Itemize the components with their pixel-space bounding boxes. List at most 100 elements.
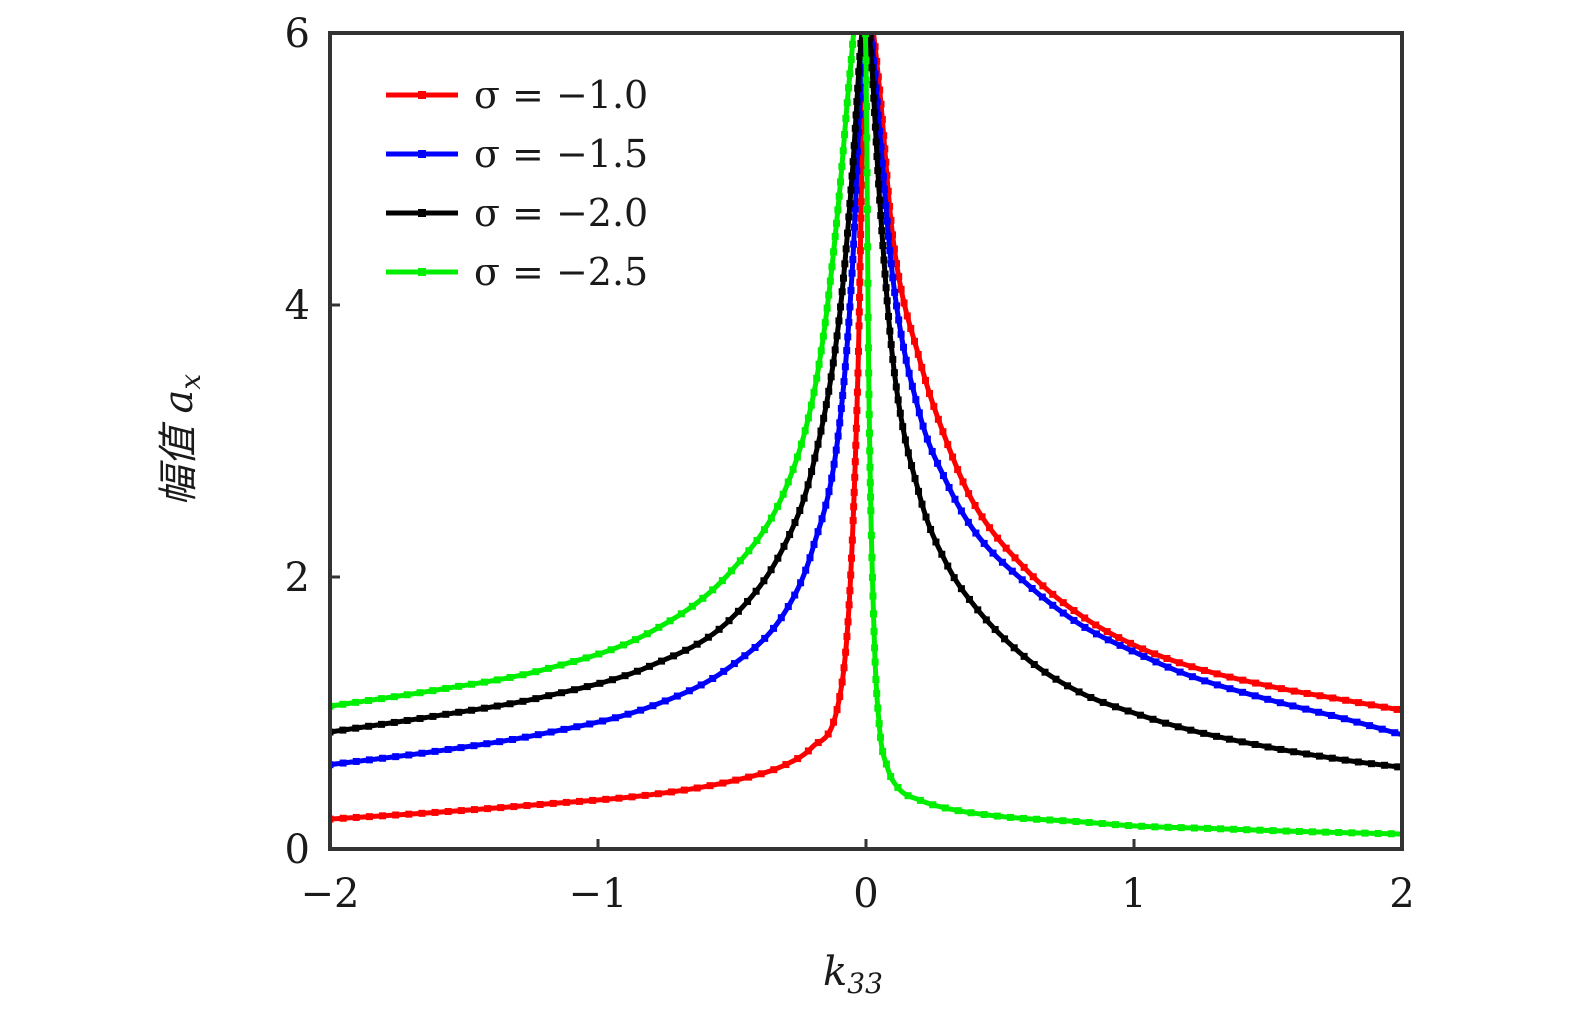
series-marker [365, 813, 373, 821]
series-marker [1112, 703, 1120, 711]
series-marker [1213, 681, 1221, 689]
series-marker [845, 318, 853, 326]
series-marker [1177, 824, 1185, 832]
series-marker [855, 322, 863, 330]
series-marker [822, 401, 830, 409]
series-marker [1011, 554, 1019, 562]
series-marker [1265, 682, 1273, 690]
series-marker [667, 788, 675, 796]
series-marker [1277, 685, 1285, 693]
series-marker [851, 124, 859, 132]
series-marker [745, 773, 753, 781]
series-marker [864, 279, 872, 287]
series-marker [682, 646, 690, 654]
series-marker [818, 515, 826, 523]
series-marker [418, 749, 426, 757]
series-marker [873, 98, 881, 106]
series-marker [965, 595, 973, 603]
series-marker [480, 704, 488, 712]
series-marker [826, 277, 834, 285]
series-marker [972, 529, 980, 537]
series-marker [876, 733, 884, 741]
series-marker [730, 660, 738, 668]
series-marker [964, 518, 972, 526]
series-marker [1075, 688, 1083, 696]
series-marker [861, 16, 868, 23]
series-marker [509, 735, 517, 743]
series-marker [854, 148, 862, 156]
series-marker [852, 12, 859, 19]
series-marker [837, 303, 845, 311]
series-marker [457, 744, 465, 752]
series-marker [868, 14, 875, 21]
series-marker [862, 76, 870, 84]
series-marker [801, 427, 809, 435]
series-marker [863, 134, 871, 142]
series-marker [416, 689, 424, 697]
series-marker [727, 567, 735, 575]
series-marker [837, 178, 845, 186]
series-marker [838, 163, 846, 171]
series-marker [1282, 827, 1290, 835]
series-marker [1302, 705, 1310, 713]
series-marker [493, 702, 501, 710]
series-marker [352, 724, 360, 732]
series-marker [841, 260, 849, 268]
series-marker [833, 706, 841, 714]
series-marker [872, 138, 880, 146]
series-marker [649, 702, 657, 710]
series-marker [978, 513, 986, 521]
legend-marker [418, 91, 426, 99]
series-marker [1028, 584, 1036, 592]
series-marker [643, 630, 651, 638]
series-marker [880, 132, 888, 140]
series-marker [709, 586, 717, 594]
series-marker [811, 454, 819, 462]
series-marker [886, 327, 894, 335]
series-marker [1049, 601, 1057, 609]
series-marker [570, 658, 578, 666]
series-marker [562, 798, 570, 806]
series-marker [866, 447, 874, 455]
series-marker [889, 274, 897, 282]
series-marker [858, 62, 866, 70]
series-marker [815, 360, 823, 368]
series-marker [444, 808, 452, 816]
series-marker [1138, 822, 1146, 830]
series-marker [1239, 676, 1247, 684]
series-marker [1151, 650, 1159, 658]
series-marker [599, 717, 607, 725]
series-marker [918, 500, 926, 508]
series-marker [390, 718, 398, 726]
series-marker [882, 284, 890, 292]
series-marker [991, 625, 999, 633]
series-marker [1164, 823, 1172, 831]
series-marker [589, 796, 597, 804]
series-marker [677, 610, 685, 618]
series-marker [570, 686, 578, 694]
series-marker [1316, 692, 1324, 700]
series-marker [897, 330, 905, 338]
series-marker [927, 525, 935, 533]
series-marker [854, 129, 862, 137]
series-marker [1335, 828, 1343, 836]
series-marker [858, 165, 866, 173]
series-marker [1124, 707, 1132, 715]
series-marker [752, 587, 760, 595]
series-marker [392, 811, 400, 819]
series-marker [379, 812, 387, 820]
series-marker [833, 332, 841, 340]
series-marker [429, 712, 437, 720]
series-marker [899, 423, 907, 431]
series-marker [1081, 623, 1089, 631]
series-marker [939, 428, 947, 436]
series-marker [876, 196, 884, 204]
series-marker [1295, 827, 1303, 835]
series-marker [825, 387, 833, 395]
series-marker [493, 676, 501, 684]
series-marker [791, 591, 799, 599]
series-marker [823, 304, 831, 312]
series-marker [869, 81, 877, 89]
series-marker [830, 718, 838, 726]
legend-marker [418, 268, 426, 276]
